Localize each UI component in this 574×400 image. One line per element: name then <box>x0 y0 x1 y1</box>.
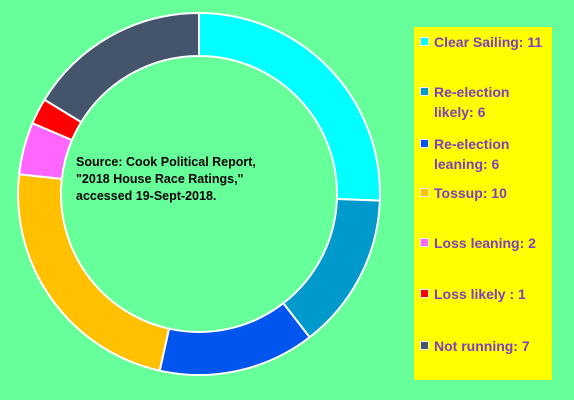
source-annotation: Source: Cook Political Report, "2018 Hou… <box>76 154 318 205</box>
legend-label-re-election-likely: Re-election likely: 6 <box>434 84 510 120</box>
legend-item-loss-likely: Loss likely : 1 <box>420 284 550 304</box>
legend-swatch-loss-leaning <box>420 238 429 247</box>
legend-swatch-loss-likely <box>420 289 429 298</box>
legend-item-tossup: Tossup: 10 <box>420 183 550 203</box>
legend-label-clear-sailing: Clear Sailing: 11 <box>434 34 543 50</box>
legend-item-re-election-leaning: Re-election leaning: 6 <box>420 134 550 174</box>
legend-swatch-re-election-likely <box>420 87 429 96</box>
donut-slice-re-election-leaning <box>158 301 312 376</box>
legend-label-loss-leaning: Loss leaning: 2 <box>434 235 536 251</box>
legend-item-re-election-likely: Re-election likely: 6 <box>420 82 550 122</box>
legend: Clear Sailing: 11 Re-election likely: 6 … <box>414 27 552 380</box>
source-line-2: "2018 House Race Ratings," <box>76 172 244 186</box>
legend-swatch-re-election-leaning <box>420 139 429 148</box>
legend-label-not-running: Not running: 7 <box>434 338 530 354</box>
donut-slice-re-election-likely <box>281 198 381 339</box>
legend-label-tossup: Tossup: 10 <box>434 185 507 201</box>
legend-label-loss-likely: Loss likely : 1 <box>434 286 526 302</box>
source-line-3: accessed 19-Sept-2018. <box>76 189 217 203</box>
legend-swatch-clear-sailing <box>420 37 429 46</box>
legend-item-not-running: Not running: 7 <box>420 336 550 356</box>
source-line-1: Source: Cook Political Report, <box>76 155 256 169</box>
legend-swatch-tossup <box>420 188 429 197</box>
legend-item-loss-leaning: Loss leaning: 2 <box>420 233 550 253</box>
legend-swatch-not-running <box>420 341 429 350</box>
legend-label-re-election-leaning: Re-election leaning: 6 <box>434 136 510 172</box>
donut-slice-not-running <box>43 11 200 124</box>
legend-item-clear-sailing: Clear Sailing: 11 <box>420 32 550 52</box>
